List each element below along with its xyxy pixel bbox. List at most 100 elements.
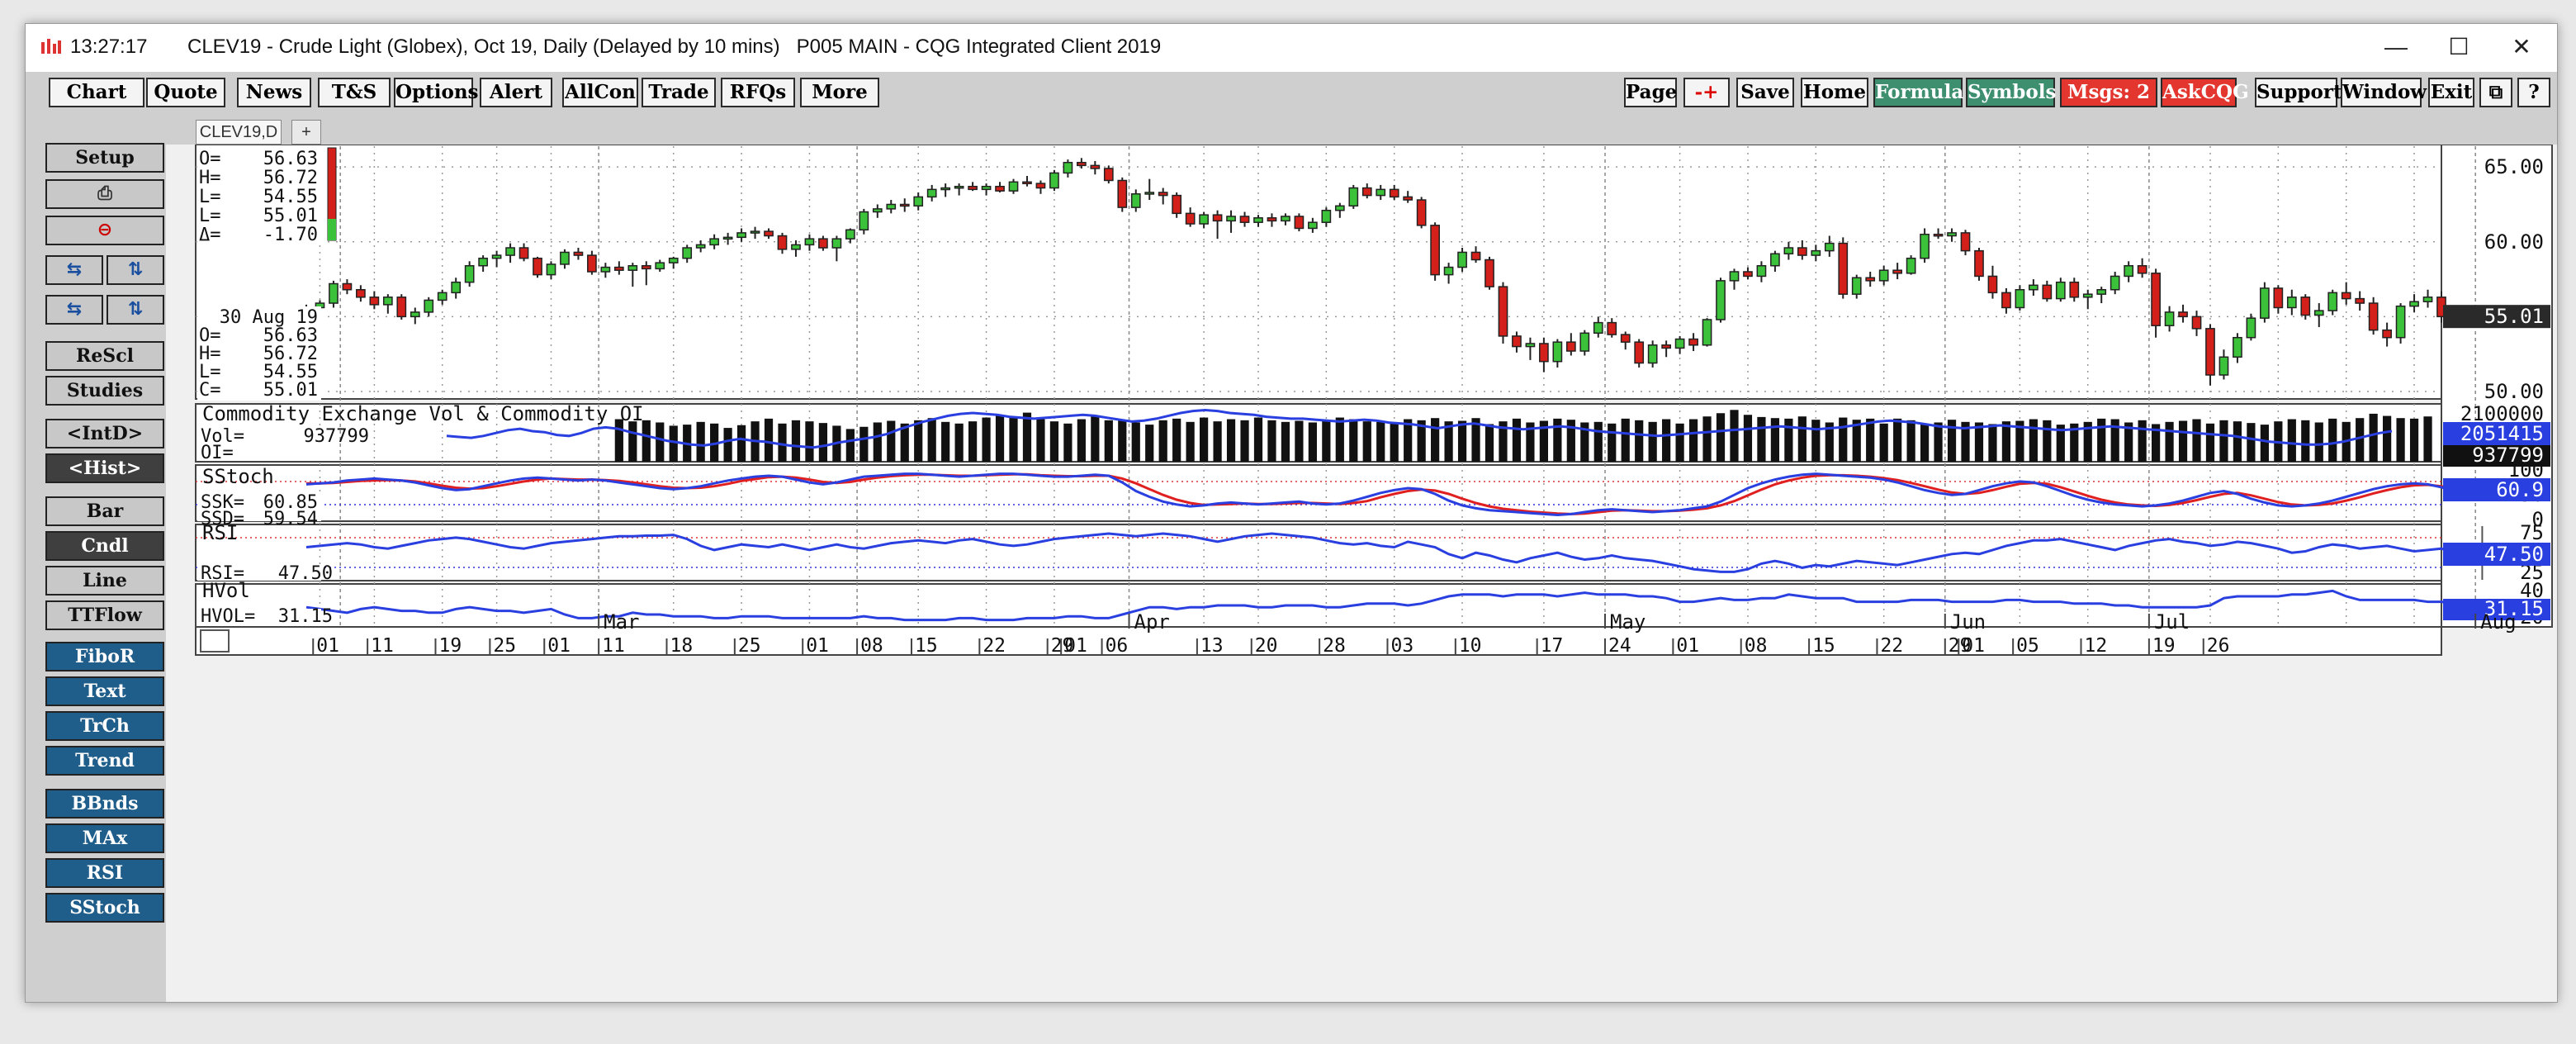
print-icon[interactable]: ⎙ xyxy=(45,179,164,209)
volume-bar xyxy=(982,417,991,462)
sstoch-title: SStoch xyxy=(202,465,274,488)
candle-up xyxy=(2082,293,2093,298)
menu-allcon[interactable]: AllCon xyxy=(562,78,638,107)
volume-bar xyxy=(1295,420,1304,462)
volume-bar xyxy=(845,429,855,462)
scroll-vertical-icon[interactable]: ⇅ xyxy=(107,255,164,285)
tab-clev19-daily[interactable]: CLEV19,D xyxy=(196,120,282,145)
intraday-button[interactable]: <IntD> xyxy=(45,419,164,448)
close-button[interactable]: ✕ xyxy=(2512,34,2531,59)
formula-button[interactable]: Formula xyxy=(1873,78,1963,107)
text-tool-button[interactable]: Text xyxy=(45,676,164,706)
compress-vertical-icon[interactable]: ⇅ xyxy=(107,295,164,325)
candle-down xyxy=(777,235,788,250)
setup-button[interactable]: Setup xyxy=(45,143,164,173)
candle-up xyxy=(1049,172,1059,189)
minimize-button[interactable]: — xyxy=(2384,34,2408,59)
trch-button[interactable]: TrCh xyxy=(45,711,164,741)
hvol-tick-label: 40 xyxy=(2520,579,2544,602)
volume-bar xyxy=(1852,420,1861,462)
quote-label: L= xyxy=(199,206,221,226)
volume-bar xyxy=(1376,421,1385,462)
sstoch-study-button[interactable]: SStoch xyxy=(45,893,164,923)
resize-icon[interactable]: ⊖ xyxy=(45,216,164,245)
bar-chart-button[interactable]: Bar xyxy=(45,496,164,526)
volume-title: Commodity Exchange Vol & Commodity OI xyxy=(202,402,644,425)
candle-down xyxy=(342,282,353,291)
restore-icon[interactable]: ⧉ xyxy=(2479,78,2512,107)
volume-bar xyxy=(2219,420,2228,462)
candle-chart-button[interactable]: Cndl xyxy=(45,531,164,561)
volume-bar xyxy=(2314,422,2323,462)
messages-button[interactable]: Msgs: 2 xyxy=(2060,78,2157,107)
history-button[interactable]: <Hist> xyxy=(45,453,164,483)
candle-down xyxy=(1430,225,1440,276)
askcqg-button[interactable]: AskCQG xyxy=(2161,78,2249,107)
candle-down xyxy=(1103,168,1114,182)
zoom-toggle-button[interactable]: -+ xyxy=(1683,78,1730,107)
candle-down xyxy=(369,297,380,306)
day-tick-label: 25 xyxy=(738,635,761,657)
candle-down xyxy=(2368,302,2379,331)
day-tick-label: 08 xyxy=(860,635,883,657)
price-tick-label: 65.00 xyxy=(2484,155,2544,178)
day-tick-label: 01 xyxy=(806,635,829,657)
line-chart-button[interactable]: Line xyxy=(45,566,164,596)
menu-chart[interactable]: Chart xyxy=(49,78,144,107)
ssk-label: SSK= xyxy=(201,492,244,513)
add-tab-button[interactable]: + xyxy=(291,120,321,145)
clock-time: 13:27:17 xyxy=(70,36,148,58)
menu-quote[interactable]: Quote xyxy=(146,78,225,107)
save-button[interactable]: Save xyxy=(1736,78,1794,107)
bbnds-button[interactable]: BBnds xyxy=(45,789,164,819)
trend-button[interactable]: Trend xyxy=(45,746,164,776)
month-label: Aug xyxy=(2480,610,2516,634)
menu-trade[interactable]: Trade xyxy=(642,78,716,107)
volume-bar xyxy=(2192,419,2201,462)
sstoch-readout-box xyxy=(197,491,321,521)
studies-button[interactable]: Studies xyxy=(45,376,164,406)
candle-up xyxy=(1552,341,1563,363)
volume-bar xyxy=(1526,422,1535,462)
candle-up xyxy=(2395,305,2406,339)
menu-alert[interactable]: Alert xyxy=(480,78,552,107)
window-menu-button[interactable]: Window xyxy=(2341,78,2427,107)
candle-down xyxy=(1607,321,1617,335)
ttflow-button[interactable]: TTFlow xyxy=(45,600,164,630)
volume-bar xyxy=(1825,422,1834,462)
rsi-tick-label: 75 xyxy=(2520,521,2544,544)
home-button[interactable]: Home xyxy=(1801,78,1868,107)
page-button[interactable]: Page xyxy=(1624,78,1677,107)
candle-up xyxy=(709,238,719,246)
compress-horizontal-icon[interactable]: ⇆ xyxy=(45,295,103,325)
volume-bar xyxy=(900,423,909,462)
volume-bar xyxy=(2301,420,2310,462)
support-button[interactable]: Support xyxy=(2255,78,2342,107)
candle-up xyxy=(560,251,570,265)
candle-up xyxy=(791,244,801,250)
max-button[interactable]: MAx xyxy=(45,823,164,853)
volume-bar xyxy=(1662,419,1671,462)
exit-button[interactable]: Exit xyxy=(2428,78,2474,107)
candle-up xyxy=(1729,271,1740,282)
maximize-button[interactable]: ☐ xyxy=(2448,34,2469,59)
rescale-button[interactable]: ReScl xyxy=(45,341,164,371)
candle-up xyxy=(1253,217,1263,223)
menu-news[interactable]: News xyxy=(237,78,311,107)
menu-rfqs[interactable]: RFQs xyxy=(721,78,795,107)
menu-ts[interactable]: T&S xyxy=(318,78,391,107)
volume-bar xyxy=(1335,417,1344,462)
oi-badge-value: 2051415 xyxy=(2460,422,2544,445)
chart-area[interactable]: 65.0060.0055.0050.0055.01O=56.63H=56.72L… xyxy=(166,145,2557,1002)
symbols-button[interactable]: Symbols xyxy=(1966,78,2056,107)
candle-up xyxy=(1811,249,1821,256)
scroll-horizontal-icon[interactable]: ⇆ xyxy=(45,255,103,285)
rsi-study-button[interactable]: RSI xyxy=(45,858,164,888)
fibor-button[interactable]: FiboR xyxy=(45,642,164,671)
menu-more[interactable]: More xyxy=(800,78,879,107)
volume-bar xyxy=(2110,419,2119,462)
menu-options[interactable]: Options xyxy=(394,78,479,107)
help-icon[interactable]: ? xyxy=(2517,78,2550,107)
candle-up xyxy=(1756,265,1767,278)
oi-label: OI= xyxy=(201,443,234,463)
